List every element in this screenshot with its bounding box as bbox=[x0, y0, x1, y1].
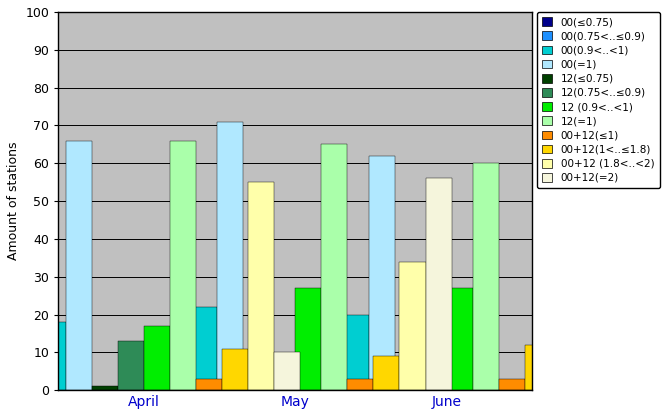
Legend: 00(≤0.75), 00(0.75<..≤0.9), 00(0.9<..<1), 00(=1), 12(≤0.75), 12(0.75<..≤0.9), 12: 00(≤0.75), 00(0.75<..≤0.9), 00(0.9<..<1)… bbox=[537, 12, 660, 188]
Bar bbox=[400, 262, 426, 390]
Bar bbox=[499, 379, 525, 390]
Bar bbox=[165, 360, 191, 390]
Bar bbox=[551, 243, 577, 390]
Bar bbox=[274, 352, 300, 390]
Bar bbox=[0, 375, 13, 390]
Bar bbox=[65, 141, 91, 390]
Bar bbox=[426, 178, 452, 390]
Bar bbox=[243, 383, 269, 390]
Bar bbox=[139, 386, 165, 390]
Bar bbox=[369, 156, 395, 390]
Bar bbox=[248, 182, 274, 390]
Bar bbox=[473, 163, 499, 390]
Bar bbox=[217, 121, 243, 390]
Bar bbox=[348, 379, 374, 390]
Bar bbox=[91, 386, 117, 390]
Bar bbox=[196, 379, 222, 390]
Bar bbox=[169, 141, 196, 390]
Bar bbox=[39, 322, 65, 390]
Bar bbox=[395, 371, 421, 390]
Bar bbox=[13, 345, 39, 390]
Bar bbox=[143, 326, 169, 390]
Bar bbox=[447, 288, 473, 390]
Bar bbox=[525, 345, 551, 390]
Bar bbox=[321, 144, 348, 390]
Bar bbox=[191, 307, 217, 390]
Bar bbox=[291, 371, 317, 390]
Bar bbox=[317, 337, 343, 390]
Bar bbox=[295, 288, 321, 390]
Bar bbox=[374, 356, 400, 390]
Bar bbox=[421, 360, 447, 390]
Y-axis label: Amount of stations: Amount of stations bbox=[7, 142, 20, 260]
Bar bbox=[117, 341, 143, 390]
Bar bbox=[343, 314, 369, 390]
Bar bbox=[577, 209, 603, 390]
Bar bbox=[222, 349, 248, 390]
Bar bbox=[269, 367, 295, 390]
